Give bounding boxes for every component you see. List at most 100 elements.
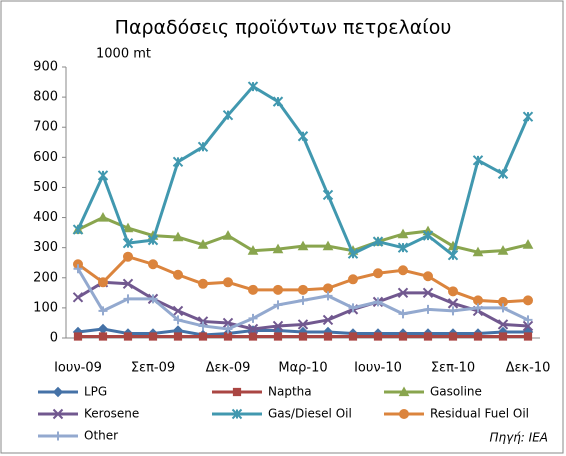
data-point [323,291,333,301]
data-point [273,332,283,341]
data-point [97,212,109,222]
data-point [173,332,183,341]
legend-label: LPG [84,385,107,399]
data-point [247,245,259,255]
data-point [447,286,459,297]
data-point [297,240,309,251]
y-tick-label: 500 [33,180,58,195]
data-point [122,237,134,249]
data-point [397,265,409,276]
data-point [222,277,234,288]
data-point [198,332,208,341]
data-point [272,284,284,295]
data-point [373,332,383,341]
data-point [72,259,84,270]
data-point [72,292,84,303]
data-point [73,332,83,341]
data-point [422,287,434,299]
data-point [298,295,308,305]
source-note: Πηγή: IEA [489,431,548,445]
data-point [347,248,359,259]
data-point [147,234,159,246]
data-point [397,228,409,239]
data-point [423,304,433,314]
data-point [348,332,358,341]
data-point [222,317,234,329]
data-point [498,332,508,341]
data-point [472,155,484,166]
data-point [222,230,234,240]
data-point [197,278,209,289]
data-point [223,324,233,334]
y-tick-label: 100 [33,300,58,315]
data-point [472,295,484,306]
y-tick-label: 400 [33,210,58,225]
data-point [523,332,533,341]
data-point [522,111,534,122]
data-point [248,313,258,323]
y-axis-unit: 1000 mt [96,47,151,62]
data-point [372,236,384,247]
y-tick-label: 0 [50,331,58,346]
data-point [373,297,383,307]
data-point [423,332,433,341]
data-point [422,230,434,241]
data-point [148,332,158,341]
data-point [97,170,109,181]
legend-marker [52,386,64,398]
data-point [197,239,209,249]
data-point [497,319,509,330]
legend-label: Gas/Diesel Oil [268,407,352,421]
x-tick-label: Μαρ-10 [278,361,327,376]
data-point [522,239,534,249]
data-point [248,332,258,341]
legend-marker [53,431,63,441]
y-tick-label: 200 [33,270,58,285]
data-point [522,320,534,332]
data-point [223,332,233,341]
data-point [522,295,534,306]
legend-marker [231,408,243,420]
data-point [498,303,508,313]
y-tick-label: 700 [33,120,58,135]
legend-label: Residual Fuel Oil [430,407,529,421]
data-point [98,332,108,341]
data-point [123,332,133,341]
y-tick-label: 600 [33,150,58,165]
data-point [72,224,84,235]
data-point [122,251,134,262]
legend-label: Kerosene [84,407,139,421]
data-point [148,294,158,304]
data-point [297,284,309,295]
data-point [172,269,184,280]
data-point [272,320,284,332]
y-tick-label: 300 [33,240,58,255]
data-point [222,109,234,121]
y-tick-label: 800 [33,90,58,105]
data-point [173,315,183,325]
legend-marker [232,387,242,397]
data-point [272,243,284,254]
data-point [448,332,458,341]
data-point [523,315,533,325]
data-point [447,249,459,261]
data-point [322,314,334,326]
data-point [322,240,334,251]
data-point [247,323,259,335]
y-tick-label: 900 [33,60,58,75]
data-point [123,294,133,304]
data-point [497,168,509,180]
data-point [297,319,309,330]
data-point [397,242,409,253]
data-point [297,131,309,142]
data-point [497,245,509,255]
data-point [422,271,434,282]
x-tick-label: Σεπ-09 [131,361,175,376]
data-point [198,321,208,331]
data-point [347,274,359,285]
data-point [322,283,334,294]
legend-marker [398,409,410,419]
data-point [122,222,134,233]
